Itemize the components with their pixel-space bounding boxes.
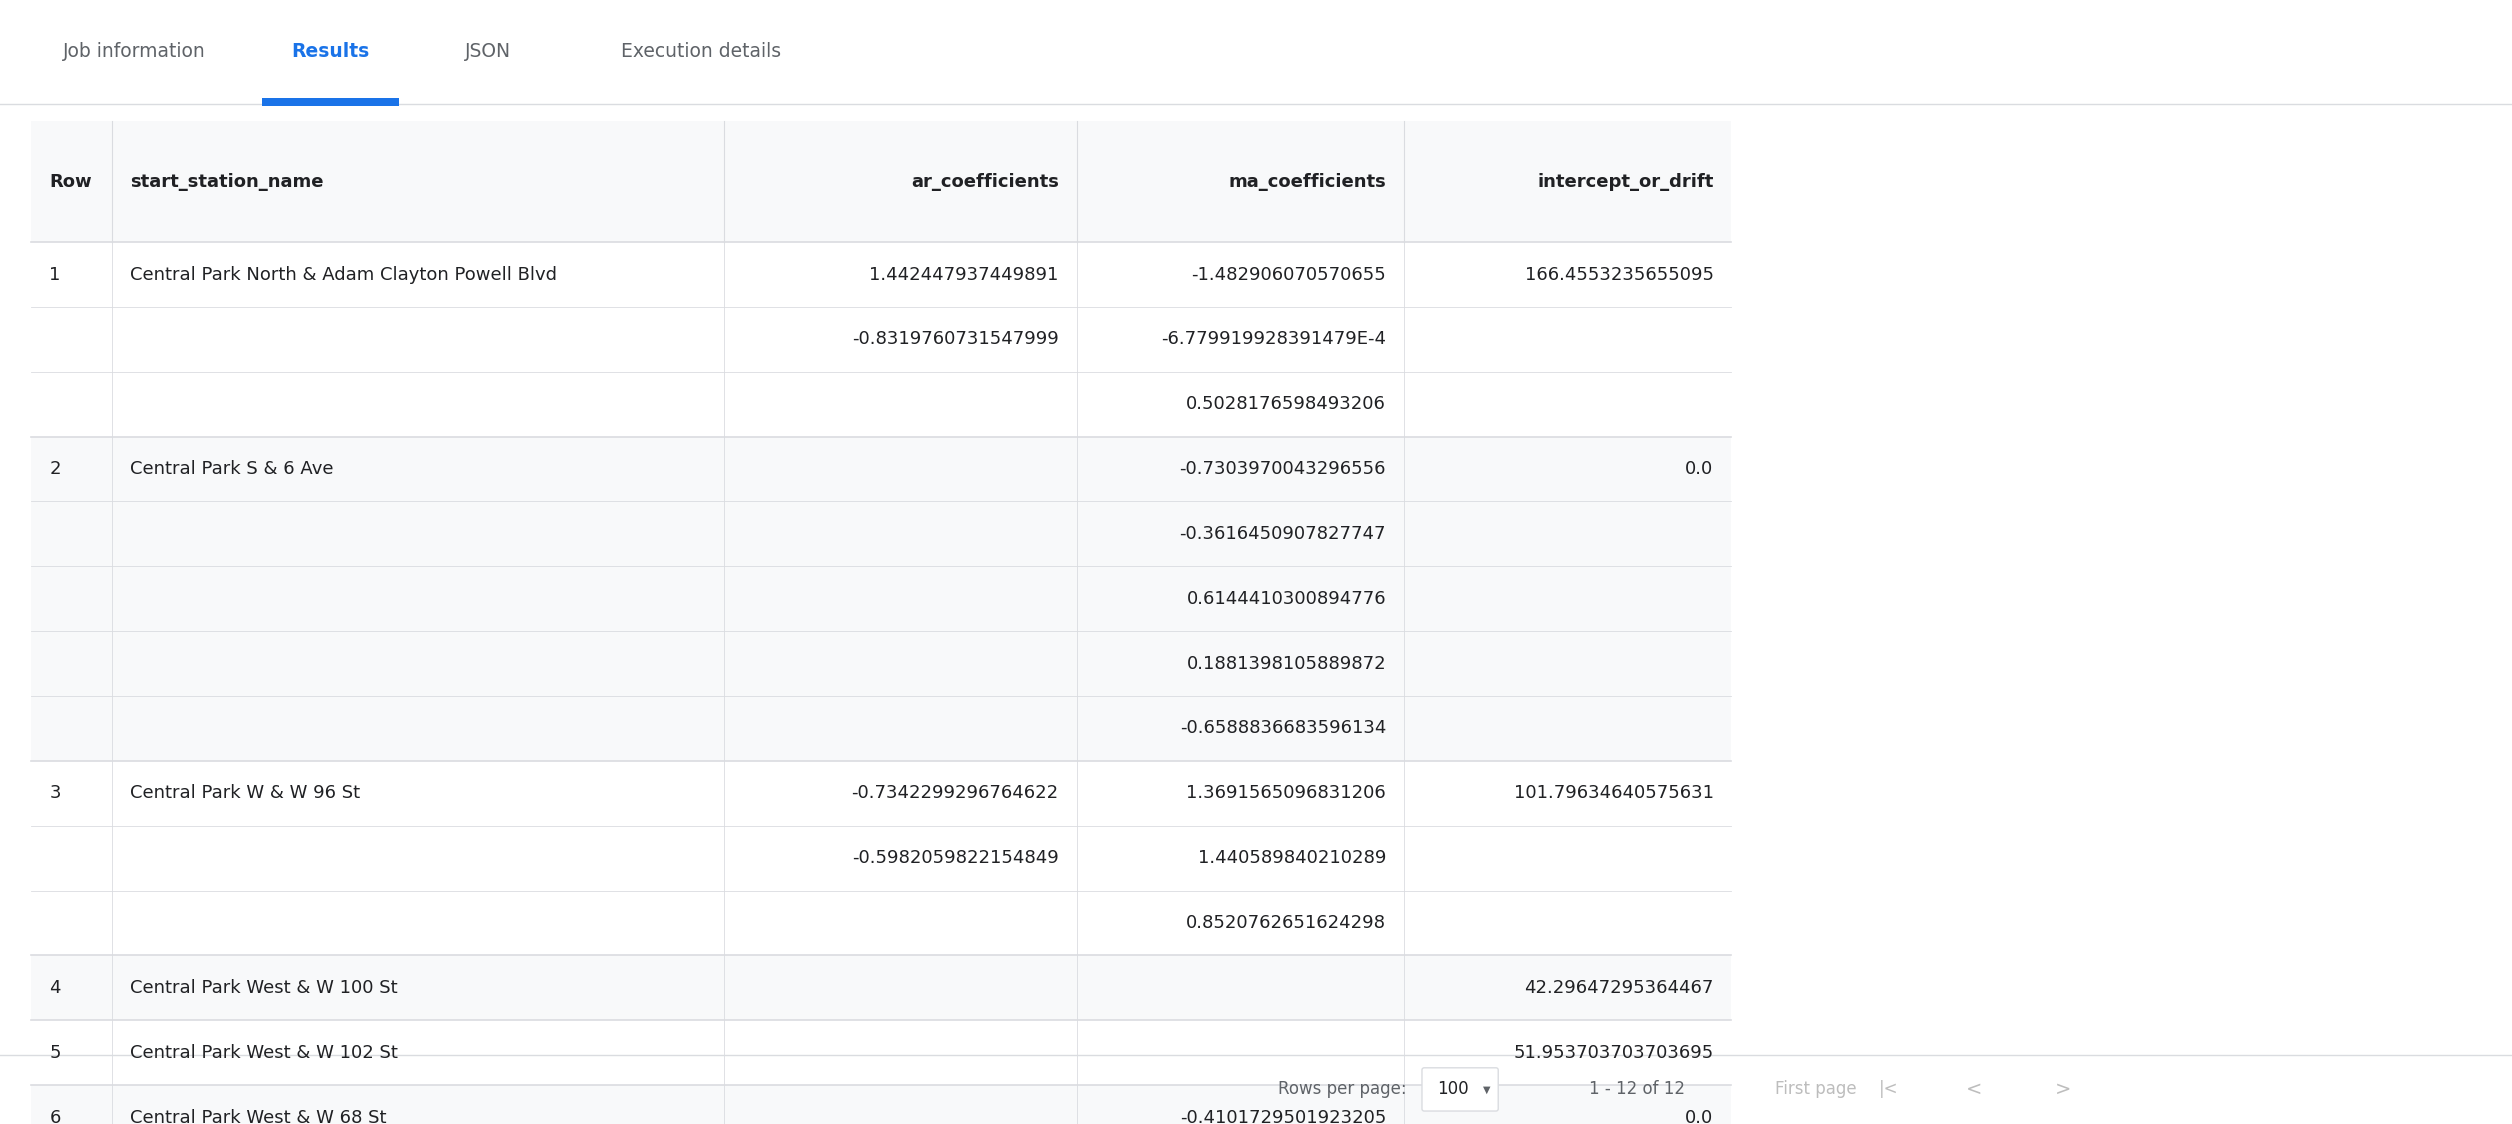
- Text: -0.7342299296764622: -0.7342299296764622: [852, 785, 1058, 803]
- Text: Central Park West & W 68 St: Central Park West & W 68 St: [131, 1108, 387, 1124]
- Text: Central Park S & 6 Ave: Central Park S & 6 Ave: [131, 460, 334, 478]
- Bar: [30, 436, 1731, 501]
- Text: Job information: Job information: [63, 43, 206, 62]
- Text: 5: 5: [50, 1044, 60, 1062]
- Bar: [30, 1085, 1731, 1124]
- Text: ▼: ▼: [1482, 1085, 1490, 1095]
- Bar: [30, 955, 1731, 1021]
- Bar: [261, 98, 399, 106]
- Text: 51.953703703703695: 51.953703703703695: [1512, 1044, 1713, 1062]
- Text: 2: 2: [50, 460, 60, 478]
- Text: 1 - 12 of 12: 1 - 12 of 12: [1590, 1080, 1686, 1098]
- Text: -0.4101729501923205: -0.4101729501923205: [1181, 1108, 1387, 1124]
- Text: First page: First page: [1776, 1080, 1856, 1098]
- Bar: [30, 501, 1731, 566]
- Text: 101.79634640575631: 101.79634640575631: [1515, 785, 1713, 803]
- Bar: [30, 566, 1731, 632]
- Bar: [30, 121, 1731, 242]
- Bar: [30, 1021, 1731, 1085]
- Text: Central Park North & Adam Clayton Powell Blvd: Central Park North & Adam Clayton Powell…: [131, 265, 558, 283]
- Text: 1: 1: [50, 265, 60, 283]
- Text: Central Park W & W 96 St: Central Park W & W 96 St: [131, 785, 359, 803]
- Text: <: <: [1964, 1080, 1982, 1099]
- Text: |<: |<: [1879, 1080, 1899, 1098]
- Bar: [0, 0, 2512, 103]
- Bar: [30, 696, 1731, 761]
- Text: Row: Row: [50, 173, 93, 191]
- Text: JSON: JSON: [465, 43, 510, 62]
- Text: Central Park West & W 100 St: Central Park West & W 100 St: [131, 979, 397, 997]
- Text: 0.6144410300894776: 0.6144410300894776: [1186, 590, 1387, 608]
- Text: -0.8319760731547999: -0.8319760731547999: [852, 330, 1058, 348]
- Text: 0.5028176598493206: 0.5028176598493206: [1186, 396, 1387, 414]
- Text: 0.8520762651624298: 0.8520762651624298: [1186, 914, 1387, 932]
- Text: 166.4553235655095: 166.4553235655095: [1525, 265, 1713, 283]
- Text: -0.6588836683596134: -0.6588836683596134: [1181, 719, 1387, 737]
- Text: -6.779919928391479E-4: -6.779919928391479E-4: [1161, 330, 1387, 348]
- Bar: [30, 761, 1731, 826]
- Text: ma_coefficients: ma_coefficients: [1228, 173, 1387, 191]
- Bar: [30, 632, 1731, 696]
- Text: 6: 6: [50, 1108, 60, 1124]
- Text: 42.29647295364467: 42.29647295364467: [1525, 979, 1713, 997]
- Text: 4: 4: [50, 979, 60, 997]
- Text: 0.0: 0.0: [1686, 1108, 1713, 1124]
- Bar: [30, 307, 1731, 372]
- Bar: [30, 372, 1731, 436]
- Bar: [30, 890, 1731, 955]
- Text: Results: Results: [291, 43, 369, 62]
- Text: 1.3691565096831206: 1.3691565096831206: [1186, 785, 1387, 803]
- Text: 0.1881398105889872: 0.1881398105889872: [1186, 654, 1387, 672]
- Text: -1.482906070570655: -1.482906070570655: [1191, 265, 1387, 283]
- Text: Central Park West & W 102 St: Central Park West & W 102 St: [131, 1044, 397, 1062]
- Text: start_station_name: start_station_name: [131, 173, 324, 191]
- Text: -0.3616450907827747: -0.3616450907827747: [1181, 525, 1387, 543]
- Text: Execution details: Execution details: [620, 43, 781, 62]
- Bar: [30, 242, 1731, 307]
- Text: 1.442447937449891: 1.442447937449891: [869, 265, 1058, 283]
- Text: Rows per page:: Rows per page:: [1279, 1080, 1407, 1098]
- Text: 100: 100: [1437, 1080, 1470, 1098]
- FancyBboxPatch shape: [1422, 1068, 1497, 1111]
- Text: 0.0: 0.0: [1686, 460, 1713, 478]
- Text: -0.7303970043296556: -0.7303970043296556: [1181, 460, 1387, 478]
- Text: -0.5982059822154849: -0.5982059822154849: [852, 849, 1058, 867]
- Text: 3: 3: [50, 785, 60, 803]
- Text: >: >: [2055, 1080, 2072, 1099]
- Bar: [30, 826, 1731, 890]
- Text: ar_coefficients: ar_coefficients: [912, 173, 1058, 191]
- Text: 1.440589840210289: 1.440589840210289: [1198, 849, 1387, 867]
- Text: intercept_or_drift: intercept_or_drift: [1537, 173, 1713, 191]
